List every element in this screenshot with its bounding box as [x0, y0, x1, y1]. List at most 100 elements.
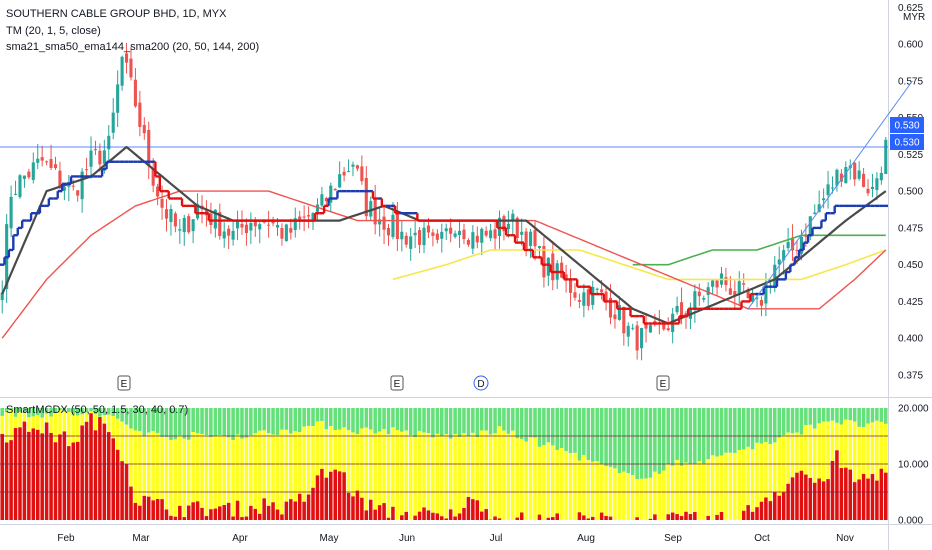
mcdx-bar-yellow [644, 478, 648, 520]
mcdx-bar-red [302, 501, 306, 520]
mcdx-bar-green [138, 408, 142, 432]
mcdx-bar-yellow [528, 437, 533, 520]
candle-body [475, 235, 479, 243]
mcdx-bar-yellow [382, 429, 386, 504]
mcdx-bar-yellow [404, 430, 409, 512]
price-tick-label: 0.600 [898, 40, 923, 51]
mcdx-bar-red [435, 513, 440, 520]
mcdx-bar-red [812, 482, 817, 520]
candle-body [706, 287, 710, 296]
mcdx-bar-green [151, 408, 155, 432]
candle-body [755, 297, 759, 299]
mcdx-bar-green [697, 408, 702, 462]
mcdx-bar-yellow [27, 417, 31, 432]
mcdx-bar-yellow [444, 434, 448, 519]
candle-body [457, 230, 462, 235]
mcdx-bar-green [551, 408, 555, 446]
mcdx-bar-red [209, 509, 213, 520]
candle-body [653, 320, 657, 323]
candle-body [440, 231, 444, 239]
candle-body [142, 125, 146, 134]
mcdx-bar-green [830, 408, 835, 421]
time-axis-label-feb: Feb [57, 533, 75, 544]
mcdx-bar-green [306, 408, 311, 426]
mcdx-bar-yellow [169, 439, 173, 516]
candle-body [244, 224, 248, 234]
mcdx-bar-red [422, 507, 426, 520]
candle-body [506, 223, 510, 230]
mcdx-bar-green [590, 408, 595, 462]
mcdx-bar-green [124, 408, 129, 425]
mcdx-bar-green [213, 408, 218, 436]
mcdx-bar-green [710, 408, 715, 456]
candle-body [409, 236, 413, 249]
mcdx-bar-red [599, 512, 604, 520]
mcdx-bar-green [40, 408, 44, 418]
sma200-line [392, 249, 887, 281]
mcdx-bar-green [662, 408, 666, 471]
mcdx-bar-red [741, 510, 746, 520]
candle-body [418, 230, 422, 245]
mcdx-bar-yellow [733, 452, 737, 520]
candle-body [462, 229, 466, 240]
mcdx-bar-green [533, 408, 537, 438]
candle-body [502, 216, 506, 232]
mcdx-bar-red [182, 517, 187, 520]
mcdx-bar-green [808, 408, 813, 425]
mcdx-bar-yellow [133, 430, 138, 503]
mcdx-bar-red [746, 505, 750, 520]
mcdx-bar-yellow [386, 434, 391, 518]
mcdx-bar-red [84, 421, 89, 520]
mcdx-bar-red [440, 516, 444, 520]
mcdx-bar-green [812, 408, 817, 429]
mcdx-bar-yellow [368, 429, 373, 500]
mcdx-bar-yellow [453, 434, 457, 517]
mcdx-bar-red [178, 505, 182, 520]
mcdx-bar-green [528, 408, 533, 438]
candle-body [790, 237, 795, 251]
mcdx-bar-red [204, 516, 209, 520]
mcdx-bar-yellow [0, 415, 4, 434]
mcdx-bar-red [355, 490, 360, 520]
mcdx-bar-yellow [186, 439, 191, 506]
mcdx-bar-green [169, 408, 173, 440]
mcdx-bar-green [58, 408, 62, 411]
mcdx-bar-red [138, 505, 142, 520]
mcdx-bar-red [200, 507, 204, 520]
candle-body [271, 220, 275, 224]
price-tick-label: 0.475 [898, 223, 923, 234]
candle-body [151, 168, 155, 186]
mcdx-bar-red [884, 472, 888, 520]
mcdx-bar-red [448, 509, 453, 520]
mcdx-bar-red [586, 518, 591, 520]
mcdx-bar-yellow [284, 429, 289, 502]
mcdx-bar-green [186, 408, 191, 440]
candle-body [138, 102, 142, 127]
candle-body [839, 173, 843, 182]
mcdx-bar-red [146, 496, 151, 520]
mcdx-bar-red [555, 513, 559, 520]
candle-body [608, 297, 613, 318]
mcdx-bar-green [746, 408, 750, 447]
mcdx-bar-yellow [773, 442, 777, 493]
mcdx-bar-yellow [213, 435, 218, 509]
mcdx-bar-green [360, 408, 364, 429]
mcdx-bar-yellow [590, 461, 595, 517]
event-marker-e: E [390, 375, 404, 391]
candle-body [435, 233, 439, 240]
candle-body [213, 209, 217, 229]
mcdx-bar-red [324, 477, 329, 520]
candle-body [702, 298, 706, 300]
mcdx-bar-red [275, 509, 280, 520]
mcdx-bar-red [169, 515, 173, 520]
mcdx-bar-green [368, 408, 373, 430]
candle-body [666, 328, 670, 331]
candle-body [280, 228, 284, 239]
trend-line [747, 80, 913, 310]
mcdx-bar-yellow [595, 461, 599, 520]
candle-body [493, 229, 497, 239]
mcdx-bar-green [226, 408, 231, 438]
mcdx-bar-yellow [484, 430, 488, 510]
mcdx-bar-green [146, 408, 151, 433]
